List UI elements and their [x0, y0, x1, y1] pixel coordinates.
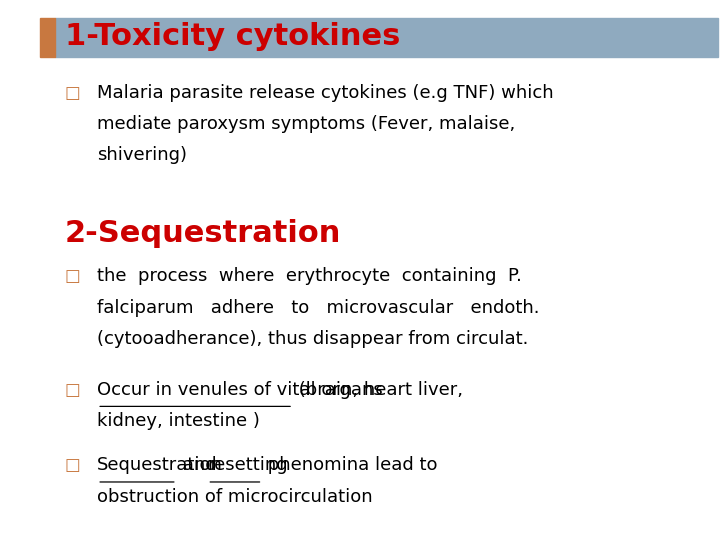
Bar: [55, 18, 718, 57]
Text: and: and: [177, 456, 222, 474]
Text: (cytooadherance), thus disappear from circulat.: (cytooadherance), thus disappear from ci…: [97, 330, 528, 348]
Text: 1-Toxicity cytokines: 1-Toxicity cytokines: [65, 22, 400, 51]
Bar: [40, 18, 55, 57]
Text: □: □: [65, 381, 81, 399]
Text: falciparum   adhere   to   microvascular   endoth.: falciparum adhere to microvascular endot…: [97, 299, 540, 316]
Text: □: □: [65, 456, 81, 474]
Text: phenomina lead to: phenomina lead to: [263, 456, 438, 474]
Text: the  process  where  erythrocyte  containing  P.: the process where erythrocyte containing…: [97, 267, 522, 285]
Text: kidney, intestine ): kidney, intestine ): [97, 412, 260, 430]
Text: obstruction of microcirculation: obstruction of microcirculation: [97, 488, 373, 505]
Text: mediate paroxysm symptoms (Fever, malaise,: mediate paroxysm symptoms (Fever, malais…: [97, 115, 516, 133]
Text: resetting: resetting: [207, 456, 288, 474]
Text: Malaria parasite release cytokines (e.g TNF) which: Malaria parasite release cytokines (e.g …: [97, 84, 554, 102]
Text: 2-Sequestration: 2-Sequestration: [65, 219, 341, 248]
Text: Sequestration: Sequestration: [97, 456, 223, 474]
Text: shivering): shivering): [97, 146, 187, 164]
Text: (brain, heart liver,: (brain, heart liver,: [293, 381, 463, 399]
Text: □: □: [65, 84, 81, 102]
Text: Occur in venules of vital organs: Occur in venules of vital organs: [97, 381, 383, 399]
Text: □: □: [65, 267, 81, 285]
